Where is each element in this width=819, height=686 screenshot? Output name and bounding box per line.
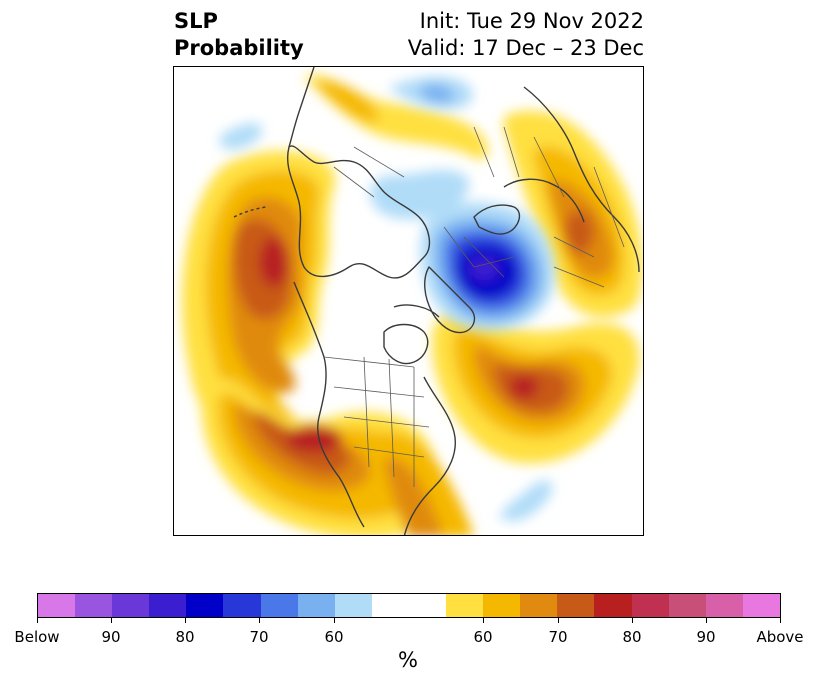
colorbar-swatch — [149, 594, 187, 617]
title-left: SLP Probability — [174, 8, 304, 62]
colorbar-swatch — [446, 594, 484, 617]
colorbar-swatch — [371, 594, 447, 617]
colorbar-swatch — [186, 594, 224, 617]
title-right: Init: Tue 29 Nov 2022 Valid: 17 Dec – 23… — [408, 8, 644, 62]
colorbar-tick-mark — [185, 618, 186, 623]
colorbar-tick-label: 70 — [249, 628, 269, 646]
colorbar-tick-label: 90 — [101, 628, 121, 646]
colorbar-tick-mark — [111, 618, 112, 623]
colorbar-tick-mark — [483, 618, 484, 623]
colorbar-tick-mark — [37, 618, 38, 623]
colorbar-swatch — [557, 594, 595, 617]
colorbar-swatch — [742, 594, 780, 617]
colorbar-tick-mark — [706, 618, 707, 623]
colorbar-tick-mark — [780, 618, 781, 623]
title-variable: SLP — [174, 9, 218, 33]
colorbar-tick-mark — [334, 618, 335, 623]
colorbar-swatch — [334, 594, 372, 617]
colorbar-tick-mark — [632, 618, 633, 623]
colorbar-tick-label: Below — [14, 628, 60, 646]
map-canvas — [174, 67, 643, 535]
colorbar-tick-label: 80 — [175, 628, 195, 646]
colorbar — [37, 593, 781, 618]
colorbar-swatch — [260, 594, 298, 617]
above-normal-shading — [182, 74, 643, 535]
colorbar-tick-mark — [558, 618, 559, 623]
colorbar-tick-mark — [259, 618, 260, 623]
colorbar-swatch — [112, 594, 150, 617]
colorbar-unit: % — [398, 648, 418, 672]
colorbar-swatch — [75, 594, 113, 617]
valid-range: Valid: 17 Dec – 23 Dec — [407, 36, 644, 60]
title-type: Probability — [174, 36, 304, 60]
colorbar-swatch — [223, 594, 261, 617]
below-normal-shading — [219, 76, 555, 521]
colorbar-swatch — [631, 594, 669, 617]
probability-map — [173, 66, 644, 536]
colorbar-swatch — [668, 594, 706, 617]
colorbar-tick-label: Above — [756, 628, 804, 646]
colorbar-tick-label: 60 — [473, 628, 493, 646]
coastlines-and-borders — [233, 67, 640, 535]
colorbar-swatch — [483, 594, 521, 617]
colorbar-tick-label: 80 — [622, 628, 642, 646]
colorbar-tick-label: 60 — [324, 628, 344, 646]
colorbar-swatch — [594, 594, 632, 617]
colorbar-swatch — [520, 594, 558, 617]
colorbar-swatch — [297, 594, 335, 617]
init-date: Init: Tue 29 Nov 2022 — [419, 9, 644, 33]
colorbar-tick-label: 90 — [696, 628, 716, 646]
colorbar-tick-label: 70 — [548, 628, 568, 646]
colorbar-swatch — [38, 594, 76, 617]
colorbar-swatch — [705, 594, 743, 617]
